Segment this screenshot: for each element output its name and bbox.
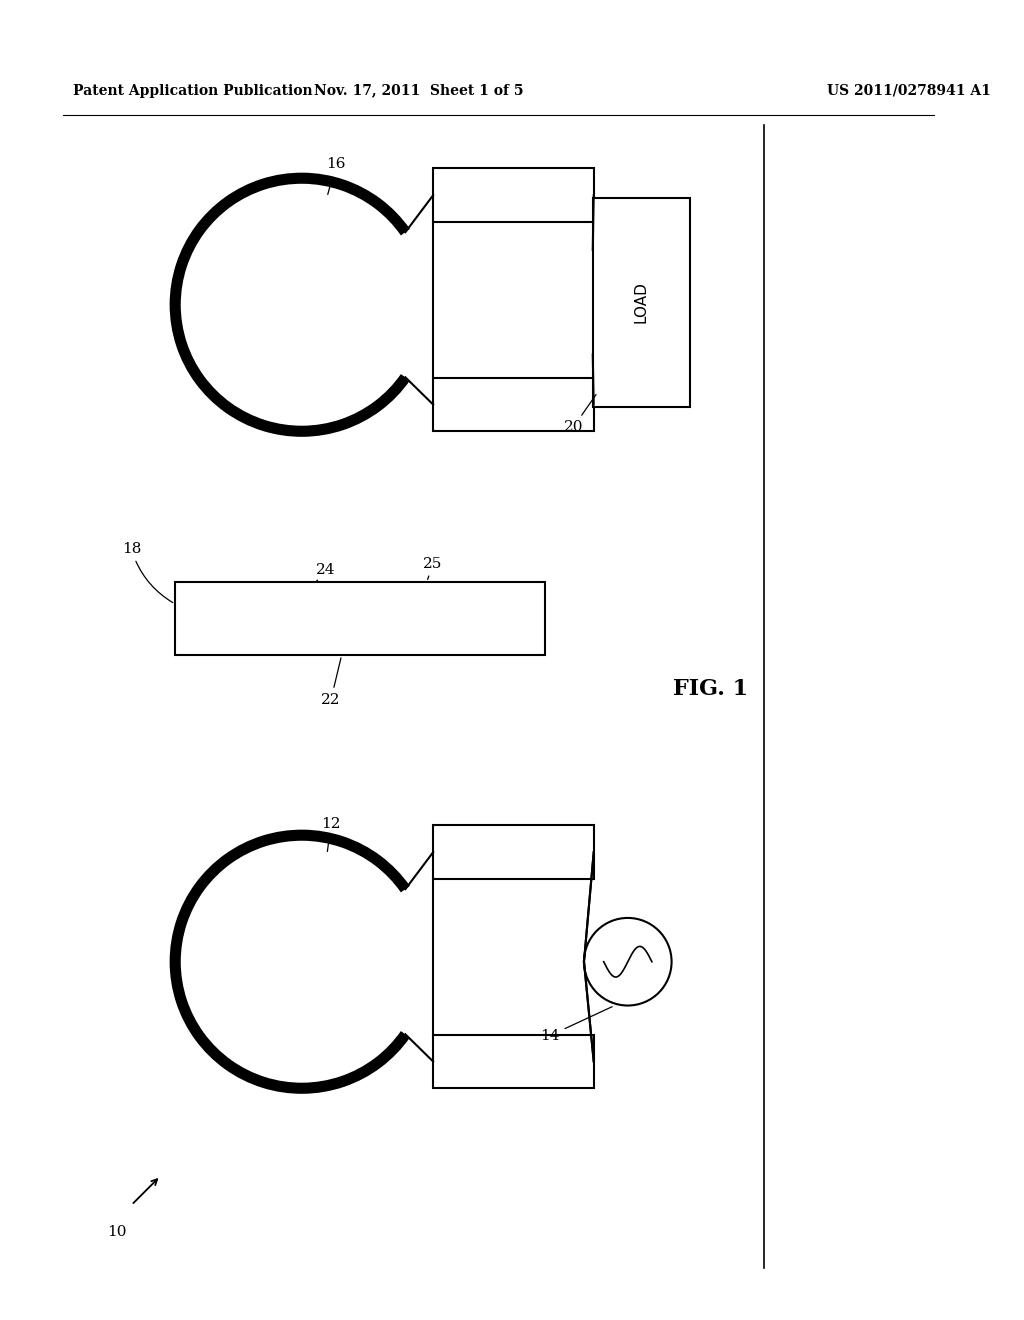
Text: 24: 24 [315, 564, 336, 582]
Text: 12: 12 [322, 817, 341, 851]
Circle shape [584, 917, 672, 1006]
Text: LOAD: LOAD [634, 281, 649, 323]
Bar [593, 198, 690, 407]
Text: 25: 25 [423, 557, 442, 579]
Text: 14: 14 [541, 1007, 612, 1043]
Text: 10: 10 [108, 1225, 127, 1238]
Bar [433, 825, 594, 879]
Bar [433, 378, 594, 432]
Text: 16: 16 [326, 157, 345, 194]
Text: 22: 22 [322, 657, 341, 706]
Bar [175, 582, 545, 655]
Text: Nov. 17, 2011  Sheet 1 of 5: Nov. 17, 2011 Sheet 1 of 5 [313, 83, 523, 98]
Bar [433, 1035, 594, 1088]
Text: Patent Application Publication: Patent Application Publication [73, 83, 312, 98]
Text: FIG. 1: FIG. 1 [673, 678, 749, 700]
Text: 20: 20 [563, 395, 596, 434]
Text: US 2011/0278941 A1: US 2011/0278941 A1 [827, 83, 991, 98]
Bar [433, 169, 594, 222]
Text: 18: 18 [122, 543, 173, 603]
